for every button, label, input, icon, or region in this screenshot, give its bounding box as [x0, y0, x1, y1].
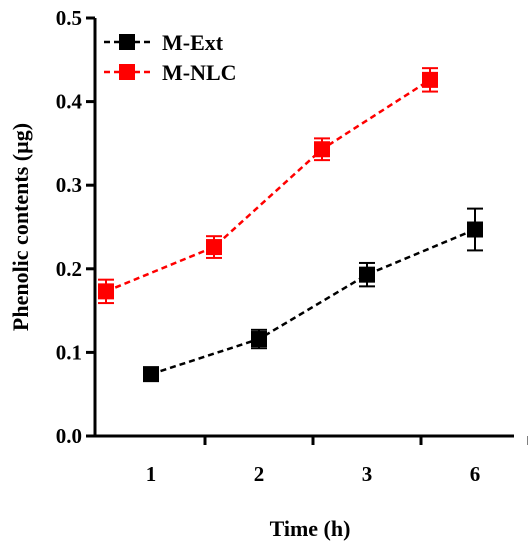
y-tick-label: 0.4 [56, 90, 83, 114]
y-ticks: 0.0 0.1 0.2 0.3 0.4 0.5 [56, 6, 95, 448]
y-tick-label: 0.2 [56, 257, 82, 281]
x-tick-label: 1 [146, 462, 157, 486]
data-point [251, 331, 267, 348]
series-0 [143, 207, 483, 383]
plot-area: 0.0 0.1 0.2 0.3 0.4 0.5 1 2 3 6 [56, 6, 528, 486]
x-ticks: 1 2 3 6 [146, 436, 528, 486]
data-point [359, 266, 375, 283]
x-tick-label: 3 [362, 462, 373, 486]
data-point [467, 221, 483, 238]
y-axis-title: Phenolic contents (µg) [8, 123, 33, 331]
legend-label: M-Ext [162, 30, 224, 55]
data-point [98, 283, 114, 300]
legend-marker [119, 64, 135, 80]
x-tick-label: 2 [254, 462, 265, 486]
series-line [105, 78, 431, 293]
x-axis-title: Time (h) [270, 516, 351, 541]
legend-marker [119, 34, 135, 50]
y-tick-label: 0.0 [56, 424, 82, 448]
data-point [314, 141, 330, 158]
y-tick-label: 0.5 [56, 6, 82, 30]
y-tick-label: 0.1 [56, 340, 82, 364]
data-point [143, 366, 159, 383]
series-1 [98, 67, 438, 305]
data-point [422, 71, 438, 88]
legend-item-0: M-Ext [104, 30, 224, 55]
data-point [206, 239, 222, 256]
legend-label: M-NLC [162, 60, 237, 85]
y-tick-label: 0.3 [56, 173, 82, 197]
legend: M-Ext M-NLC [104, 30, 237, 85]
legend-item-1: M-NLC [104, 60, 237, 85]
series-layer [98, 67, 483, 383]
x-tick-label: 6 [470, 462, 481, 486]
series-line [150, 228, 476, 376]
